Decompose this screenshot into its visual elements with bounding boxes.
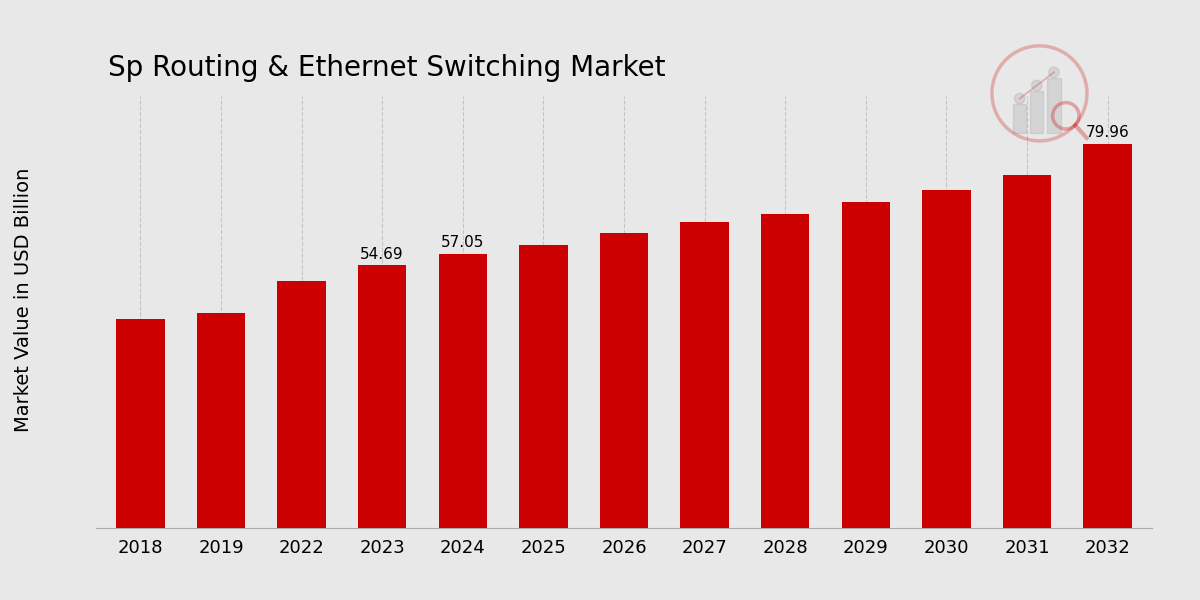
Bar	[923, 190, 971, 528]
Text: Market Value in USD Billion: Market Value in USD Billion	[14, 168, 34, 432]
Bar	[680, 222, 728, 528]
Bar	[438, 254, 487, 528]
Circle shape	[1049, 67, 1060, 77]
Bar	[761, 214, 810, 528]
Bar	[520, 245, 568, 528]
Bar	[1003, 175, 1051, 528]
Bar	[197, 313, 245, 528]
Text: Sp Routing & Ethernet Switching Market: Sp Routing & Ethernet Switching Market	[108, 54, 666, 82]
Text: 54.69: 54.69	[360, 247, 404, 262]
Bar	[1048, 77, 1061, 133]
Circle shape	[1032, 80, 1042, 91]
Bar	[1030, 91, 1044, 133]
Bar	[116, 319, 164, 528]
Bar	[1084, 144, 1132, 528]
Bar	[277, 281, 325, 528]
Bar	[358, 265, 407, 528]
Text: 79.96: 79.96	[1086, 125, 1129, 140]
Bar	[841, 202, 890, 528]
Text: 57.05: 57.05	[442, 235, 485, 250]
Circle shape	[1014, 94, 1025, 104]
Bar	[600, 233, 648, 528]
Bar	[1013, 104, 1026, 133]
